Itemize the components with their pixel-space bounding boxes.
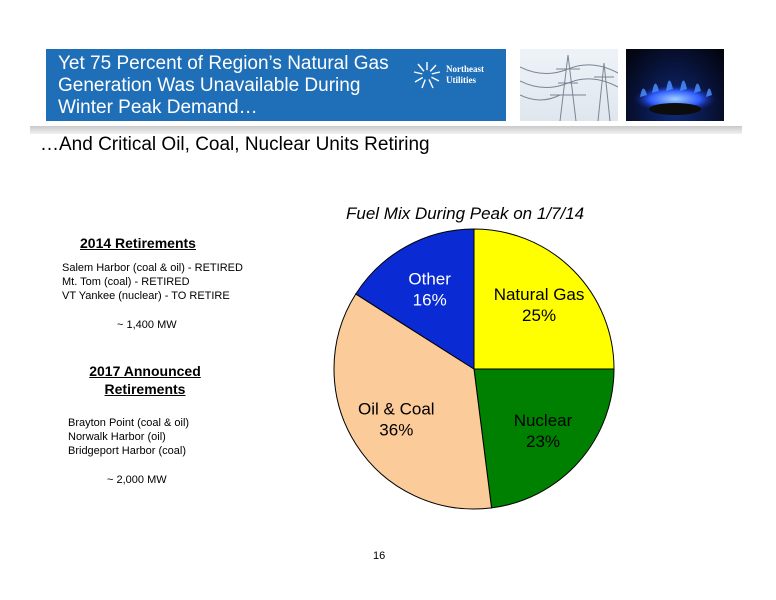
slide-title-banner: Yet 75 Percent of Region’s Natural Gas G… (46, 49, 506, 121)
list-item: Salem Harbor (coal & oil) - RETIRED (62, 262, 243, 274)
page-number: 16 (373, 550, 386, 562)
slide-title-line: Generation Was Unavailable During (58, 75, 361, 96)
slice-label: Nuclear (514, 411, 573, 430)
list-item: Brayton Point (coal & oil) (68, 417, 190, 429)
retirements-2017-total: ~ 2,000 MW (107, 474, 167, 486)
pie-slice-natural-gas (473, 228, 615, 370)
slide-title-line: Yet 75 Percent of Region’s Natural Gas (58, 53, 389, 74)
list-item: Bridgeport Harbor (coal) (68, 445, 186, 457)
northeast-utilities-logo: Northeast Utilities (412, 55, 498, 95)
gas-flame-photo (626, 49, 724, 121)
list-item: Mt. Tom (coal) - RETIRED (62, 276, 190, 288)
retirements-2017-heading: 2017 Announced Retirements (89, 363, 201, 397)
blue-flame-icon (633, 80, 717, 115)
retirements-2014-total: ~ 1,400 MW (117, 319, 177, 331)
slice-label: Oil & Coal (358, 399, 435, 418)
retirements-2014-heading: 2014 Retirements (80, 235, 196, 251)
slice-value-label: 23% (526, 432, 560, 451)
slide-subtitle: …And Critical Oil, Coal, Nuclear Units R… (40, 134, 430, 155)
pie-slice-other (355, 228, 475, 370)
chart-title: Fuel Mix During Peak on 1/7/14 (346, 204, 585, 223)
list-item: VT Yankee (nuclear) - TO RETIRE (62, 290, 230, 302)
slide-title-line: Winter Peak Demand… (58, 97, 258, 118)
slice-value-label: 16% (413, 290, 447, 309)
fuel-mix-pie-chart: Natural Gas 25% Nuclear 23% Oil & Coal 36% Oth… (333, 228, 615, 510)
list-item: Norwalk Harbor (oil) (68, 431, 166, 443)
transmission-tower-icon (519, 54, 619, 122)
header-divider (30, 126, 742, 134)
pie-slice-nuclear (473, 368, 615, 509)
power-lines-photo (519, 49, 619, 122)
slice-value-label: 36% (379, 420, 413, 439)
slice-value-label: 25% (522, 306, 556, 325)
retirements-2014-list: Salem Harbor (coal & oil) - RETIRED Mt. … (62, 261, 243, 303)
pie-slice-oil-coal (333, 293, 493, 510)
retirements-2017-list: Brayton Point (coal & oil) Norwalk Harbo… (68, 416, 189, 458)
slice-label: Other (408, 269, 451, 288)
logo-wordmark: Northeast Utilities (446, 64, 484, 85)
sunburst-logo-icon (413, 62, 441, 89)
slice-label: Natural Gas (494, 285, 585, 304)
